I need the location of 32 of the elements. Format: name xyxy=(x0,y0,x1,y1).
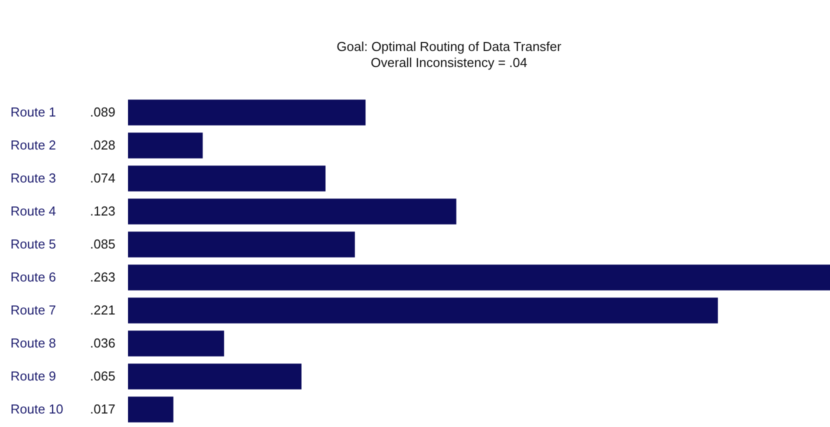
data-label: .074 xyxy=(90,170,116,186)
bar xyxy=(128,396,174,422)
y-tick-label: Route 2 xyxy=(10,138,56,152)
bar xyxy=(128,100,366,126)
data-label: .221 xyxy=(90,302,116,318)
y-tick-label: Route 1 xyxy=(10,104,56,120)
chart-title: Goal: Optimal Routing of Data Transfer xyxy=(336,39,562,54)
y-tick-label: Route 10 xyxy=(10,402,64,416)
bar xyxy=(128,198,456,224)
bar xyxy=(128,330,224,356)
bar xyxy=(128,166,326,192)
data-label: .123 xyxy=(90,204,116,218)
bar xyxy=(128,264,830,290)
y-tick-label: Route 7 xyxy=(10,302,56,318)
y-tick-label: Route 9 xyxy=(10,368,56,384)
data-label: .085 xyxy=(90,236,116,252)
data-label: .036 xyxy=(90,336,116,350)
bar xyxy=(128,232,355,258)
y-tick-label: Route 6 xyxy=(10,270,56,284)
y-tick-label: Route 5 xyxy=(10,236,56,252)
data-label: .065 xyxy=(90,368,116,384)
data-label: .089 xyxy=(90,104,116,120)
data-label: .028 xyxy=(90,138,116,152)
y-tick-label: Route 8 xyxy=(10,336,56,350)
data-label: .263 xyxy=(90,270,116,284)
bar xyxy=(128,132,203,158)
chart-subtitle: Overall Inconsistency = .04 xyxy=(370,55,528,70)
y-tick-label: Route 4 xyxy=(10,204,56,218)
data-label: .017 xyxy=(90,402,116,416)
y-tick-label: Route 3 xyxy=(10,170,56,186)
bar xyxy=(128,364,302,390)
bar xyxy=(128,298,718,324)
